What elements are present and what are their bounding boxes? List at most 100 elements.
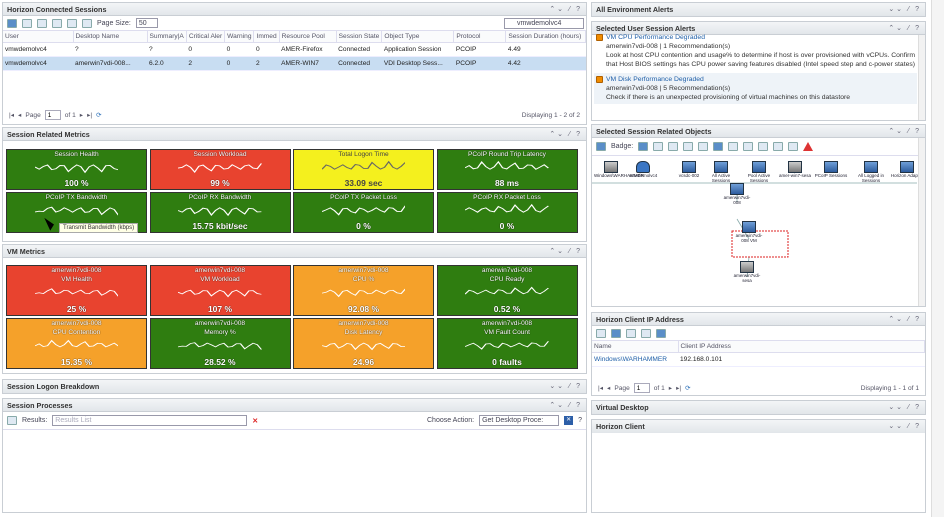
column-header[interactable]: Warning (224, 31, 255, 43)
filter-icon[interactable] (82, 18, 92, 28)
risk-badge-icon[interactable] (653, 142, 664, 151)
column-header[interactable]: Name (592, 341, 679, 353)
graph-node[interactable]: All Active Sessions (704, 161, 738, 183)
efficiency-badge-icon[interactable] (668, 142, 679, 151)
metric-tile[interactable]: amerwin7vdi-008 Memory % 28.52 % (149, 318, 291, 369)
metric-tile[interactable]: PCoIP RX Packet Loss 0 % (436, 192, 578, 233)
column-header[interactable]: Client IP Address (678, 341, 925, 353)
metric-tile[interactable]: amerwin7vdi-008 CPU Contention 15.35 % (6, 318, 147, 369)
column-header[interactable]: Object Type (381, 31, 455, 43)
page-scrollbar[interactable] (931, 0, 944, 517)
column-header[interactable]: Immed (253, 31, 280, 43)
settings-icon[interactable] (656, 328, 666, 338)
graph-node[interactable]: Horizon Adapter (890, 161, 924, 178)
run-action-icon[interactable]: ✕ (564, 416, 574, 425)
first-page-icon[interactable]: |◂ (9, 112, 15, 119)
refresh-icon[interactable]: ⟳ (96, 112, 102, 119)
metric-tile[interactable]: amerwin7vdi-008 VM Workload 107 % (149, 265, 291, 316)
column-header[interactable]: Protocol (453, 31, 507, 43)
column-header[interactable]: Critical Aler (186, 31, 226, 43)
export-icon[interactable] (67, 18, 77, 28)
page-input[interactable] (44, 110, 61, 120)
alert-title[interactable]: VM Disk Performance Degraded (606, 76, 704, 83)
panel-controls[interactable]: ⌄⌄ ⁄ ? (549, 383, 582, 390)
graph-node[interactable]: vcsdc-002 (672, 161, 706, 178)
env-alerts-header[interactable]: All Environment Alerts ⌄⌄ ⁄ ? (592, 3, 925, 16)
prev-page-icon[interactable]: ◂ (607, 385, 611, 392)
scrollbar[interactable] (918, 35, 925, 120)
panel-controls[interactable]: ⌄⌄ ⁄ ? (888, 6, 921, 13)
panel-controls[interactable]: ⌄⌄ ⁄ ? (888, 404, 921, 411)
export-icon[interactable] (596, 328, 606, 338)
column-header[interactable]: Resource Pool (279, 31, 337, 43)
page-input[interactable] (633, 383, 650, 393)
table-cell[interactable]: Windows\WARHAMMER (592, 352, 678, 367)
panel-controls[interactable]: ⌃⌄ ⁄ ? (888, 316, 921, 323)
next-page-icon[interactable]: ▸ (79, 112, 84, 119)
search-input[interactable]: vmwdemolvc4 (504, 17, 584, 29)
panel-controls[interactable]: ⌃⌄ ⁄ ? (549, 402, 582, 409)
panel-controls[interactable]: ⌃⌄ ⁄ ? (549, 131, 582, 138)
graph-node[interactable]: amerwin7vdi-008 VM (732, 221, 766, 243)
horizon-client-header[interactable]: Horizon Client ⌄⌄ ⁄ ? (592, 420, 925, 433)
graph-node[interactable]: amerwin7vdi-008 (720, 183, 754, 205)
table-row[interactable]: vmwdemolvc4 amerwin7vdi-008... 6.2.0 2 0 2 AME… (3, 56, 586, 71)
search-icon[interactable] (758, 142, 769, 151)
logon-header[interactable]: Session Logon Breakdown ⌄⌄ ⁄ ? (3, 380, 586, 393)
dashboard-icon[interactable] (611, 328, 621, 338)
chart-icon[interactable] (52, 18, 62, 28)
graph-node[interactable]: amer-win7-sesa (778, 161, 812, 178)
filter-icon[interactable] (743, 142, 754, 151)
zoom-icon[interactable] (728, 142, 739, 151)
table-row[interactable]: vmwdemolvc4?? 0 0 0 AMER-Firefox Connected App… (3, 42, 586, 57)
refresh-icon[interactable]: ⟳ (685, 385, 691, 392)
panel-controls[interactable]: ⌄⌄ ⁄ ? (888, 423, 921, 430)
graph-node[interactable]: PCoIP Sessions (814, 161, 848, 178)
graph-node[interactable]: vmwdemolvc4 (626, 161, 660, 178)
dashboard-icon[interactable] (22, 18, 32, 28)
health-badge-icon[interactable] (638, 142, 649, 151)
metric-tile[interactable]: amerwin7vdi-008 Disk Latency 24.96 (293, 318, 434, 369)
select-icon[interactable] (713, 142, 724, 151)
settings-icon[interactable] (7, 18, 17, 28)
graph-node[interactable]: Pool Active Sessions (742, 161, 776, 183)
panel-controls[interactable]: ⌃⌄ ⁄ ? (549, 248, 582, 255)
results-select[interactable]: Results List (52, 415, 248, 426)
panel-controls[interactable]: ⌃⌄ ⁄ ? (888, 25, 921, 32)
page-size-select[interactable]: 50 (135, 18, 158, 28)
metric-tile[interactable]: PCoIP RX Bandwidth 15.75 kbit/sec (149, 192, 291, 233)
scrollbar[interactable] (918, 138, 925, 306)
panel-controls[interactable]: ⌃⌄ ⁄ ? (549, 6, 582, 13)
clear-icon[interactable]: ✕ (252, 417, 259, 425)
table-row[interactable]: Windows\WARHAMMER 192.168.0.101 (592, 352, 925, 367)
column-header[interactable]: Desktop Name (73, 31, 148, 43)
last-page-icon[interactable]: ▸| (676, 385, 682, 392)
alert-item[interactable]: VM Disk Performance Degraded amerwin7vdi… (594, 73, 917, 104)
column-header[interactable]: Summary|A (147, 31, 187, 43)
prev-page-icon[interactable]: ◂ (18, 112, 22, 119)
column-header[interactable]: User (3, 31, 74, 43)
time-icon[interactable] (641, 328, 651, 338)
metric-tile[interactable]: amerwin7vdi-008 CPU Ready 0.52 % (436, 265, 578, 316)
metric-tile[interactable]: Session Health 100 % (6, 149, 147, 190)
export-icon[interactable] (788, 142, 799, 151)
virtual-desktop-header[interactable]: Virtual Desktop ⌄⌄ ⁄ ? (592, 401, 925, 414)
layout-icon[interactable] (596, 142, 606, 151)
column-header[interactable]: Session State (336, 31, 383, 43)
next-page-icon[interactable]: ▸ (668, 385, 673, 392)
metric-tile[interactable]: Total Logon Time 33.09 sec (293, 149, 434, 190)
metric-tile[interactable]: PCoIP Round Trip Latency 88 ms (436, 149, 578, 190)
hierarchy-icon[interactable] (698, 142, 709, 151)
metric-tile[interactable]: Session Workload 99 % (149, 149, 291, 190)
columns-icon[interactable] (626, 328, 636, 338)
expand-icon[interactable] (683, 142, 694, 151)
metric-tile[interactable]: amerwin7vdi-008 CPU % 92.08 % (293, 265, 434, 316)
graph-node[interactable]: All Logged in Sessions (854, 161, 888, 183)
panel-controls[interactable]: ⌃⌄ ⁄ ? (888, 128, 921, 135)
alert-title[interactable]: VM CPU Performance Degraded (606, 34, 705, 41)
help-icon[interactable]: ? (578, 417, 582, 424)
alert-icon[interactable] (803, 142, 814, 151)
graph-node[interactable]: amerwin7vdi-sesa (730, 261, 764, 283)
list-icon[interactable] (37, 18, 47, 28)
action-select[interactable]: Get Desktop Proce: (479, 415, 560, 426)
